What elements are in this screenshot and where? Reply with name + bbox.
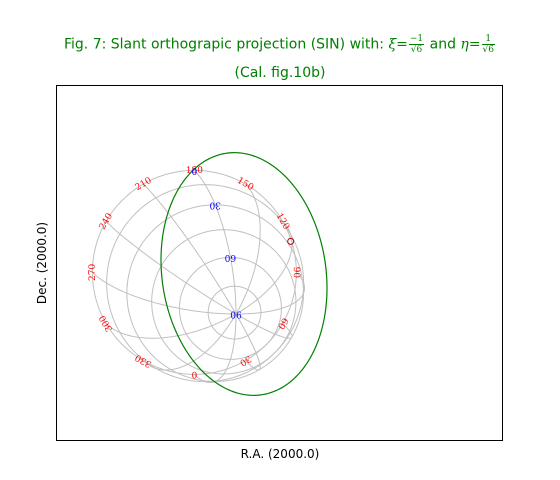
latitude-label: 0 <box>191 165 197 175</box>
meridian-line <box>193 170 237 315</box>
meridian-line <box>235 221 293 315</box>
figure-subtitle: (Cal. fig.10b) <box>234 65 326 81</box>
longitude-label: 240 <box>98 211 115 231</box>
eta-fraction: 1 √6 <box>481 34 496 55</box>
y-axis-label: Dec. (2000.0) <box>35 221 49 305</box>
xi-denominator: √6 <box>410 45 423 55</box>
parallel-line <box>126 204 305 383</box>
meridian-line <box>143 313 237 371</box>
meridian-line <box>105 313 237 339</box>
meridian-line <box>92 271 237 315</box>
longitude-label: 210 <box>134 176 154 193</box>
parallel-line <box>178 256 282 360</box>
xi-fraction: −1 √6 <box>408 34 425 55</box>
meridian-line <box>143 183 237 315</box>
meridian-line <box>105 221 237 315</box>
eta-numerator: 1 <box>481 34 496 45</box>
latitude-label: 60 <box>224 252 236 262</box>
eta-equals: = <box>468 36 481 53</box>
parallel-line <box>151 229 297 375</box>
meridian-line <box>235 183 261 315</box>
xi-symbol: ξ <box>388 36 397 53</box>
xi-equals: = <box>396 36 408 53</box>
meridian-line <box>235 313 293 339</box>
latitude-label: 90 <box>230 309 242 319</box>
title-prefix: Fig. 7: Slant orthograpic projection (SI… <box>63 36 389 53</box>
eta-symbol: η <box>460 36 469 53</box>
meridian-line <box>235 272 306 315</box>
marker-point <box>287 237 295 245</box>
plot-area: 0 30 60 90 120 150 180 210 240 270 300 330 0 30 60 90 <box>56 85 503 441</box>
latitude-label: 30 <box>209 199 221 209</box>
xi-numerator: −1 <box>408 34 425 45</box>
figure-title: Fig. 7: Slant orthograpic projection (SI… <box>0 34 560 55</box>
projection-border <box>160 152 328 396</box>
meridian-line <box>235 313 261 371</box>
x-axis-label: R.A. (2000.0) <box>240 447 320 461</box>
eta-denominator: √6 <box>482 45 495 55</box>
longitude-label: 270 <box>88 263 98 281</box>
longitude-label: 0 <box>191 369 197 379</box>
longitude-label: 180 <box>186 166 204 176</box>
meridian-line <box>194 313 237 384</box>
and-text: and <box>425 36 461 53</box>
longitude-label: 90 <box>291 267 301 279</box>
